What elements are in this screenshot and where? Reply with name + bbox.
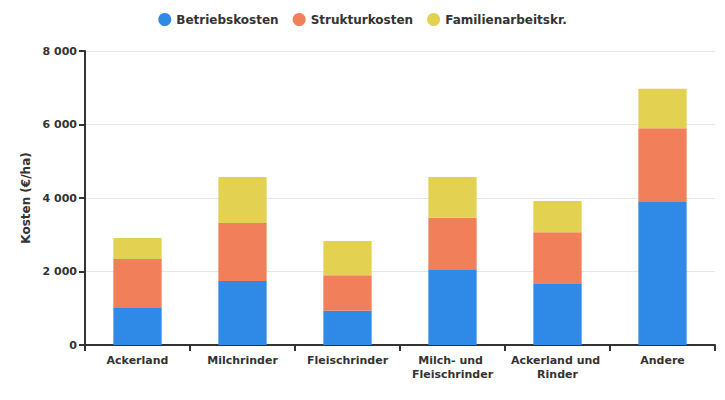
svg-text:Betriebskosten: Betriebskosten [176,13,278,27]
svg-text:Strukturkosten: Strukturkosten [311,13,413,27]
svg-text:Milchrinder: Milchrinder [207,354,278,367]
svg-text:4 000: 4 000 [43,192,78,205]
svg-text:Ackerland und: Ackerland und [511,354,604,367]
svg-text:Andere: Andere [640,354,685,367]
svg-text:Milch- und: Milch- und [418,354,487,367]
svg-text:2 000: 2 000 [43,265,78,278]
svg-text:Fleischrinder: Fleischrinder [412,368,494,381]
svg-text:8 000: 8 000 [43,45,78,58]
svg-text:6 000: 6 000 [43,118,78,131]
svg-text:Kosten (€/ha): Kosten (€/ha) [19,152,33,243]
svg-text:Ackerland: Ackerland [107,354,169,367]
svg-text:Fleischrinder: Fleischrinder [307,354,389,367]
svg-text:0: 0 [69,339,77,352]
svg-text:Rinder: Rinder [537,368,578,381]
svg-text:Familienarbeitskr.: Familienarbeitskr. [445,13,567,27]
